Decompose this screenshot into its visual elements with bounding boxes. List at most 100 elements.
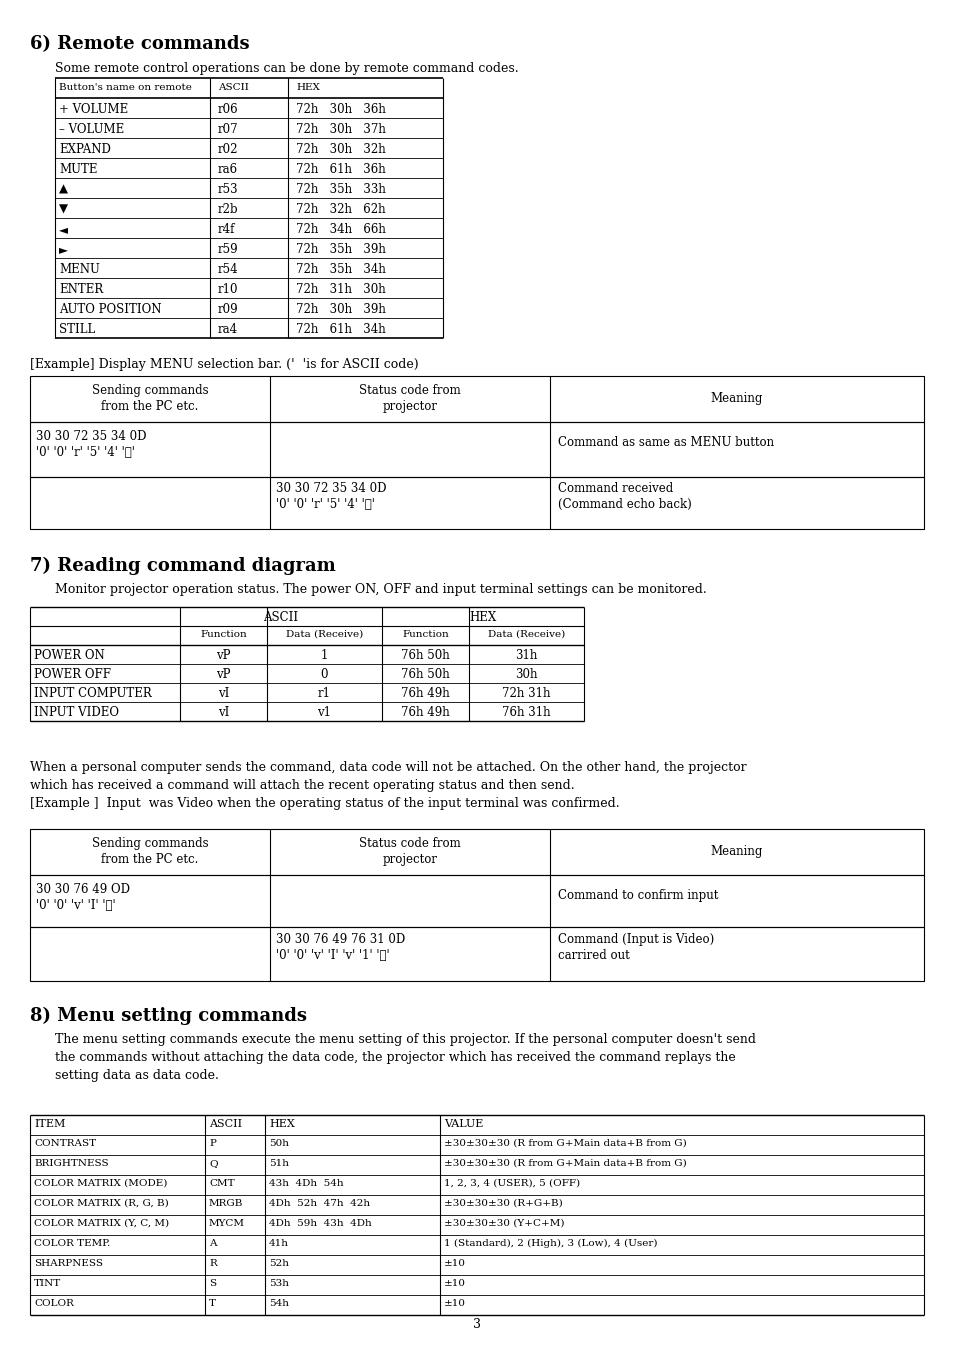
Text: – VOLUME: – VOLUME: [59, 123, 124, 136]
Text: 41h: 41h: [269, 1239, 289, 1248]
Text: 1, 2, 3, 4 (USER), 5 (OFF): 1, 2, 3, 4 (USER), 5 (OFF): [443, 1179, 579, 1188]
Text: MUTE: MUTE: [59, 163, 97, 176]
Text: 72h 31h: 72h 31h: [501, 688, 550, 700]
Text: POWER ON: POWER ON: [34, 648, 105, 662]
Text: SHARPNESS: SHARPNESS: [34, 1259, 103, 1269]
Text: MENU: MENU: [59, 263, 100, 276]
Text: STILL: STILL: [59, 323, 95, 336]
Text: Q: Q: [209, 1159, 217, 1169]
Text: CONTRAST: CONTRAST: [34, 1139, 96, 1148]
Text: vI: vI: [217, 688, 229, 700]
Text: INPUT VIDEO: INPUT VIDEO: [34, 707, 119, 719]
Text: ra6: ra6: [218, 163, 238, 176]
Text: r09: r09: [218, 303, 238, 316]
Text: 53h: 53h: [269, 1279, 289, 1288]
Text: '0' '0' 'r' '5' '4' '⏎': '0' '0' 'r' '5' '4' '⏎': [36, 446, 134, 459]
Text: 72h   34h   66h: 72h 34h 66h: [295, 223, 385, 236]
Text: + VOLUME: + VOLUME: [59, 103, 128, 116]
Text: 31h: 31h: [515, 648, 537, 662]
Text: [Example ]  Input  was Video when the operating status of the input terminal was: [Example ] Input was Video when the oper…: [30, 797, 619, 811]
Text: 72h   35h   34h: 72h 35h 34h: [295, 263, 385, 276]
Text: Data (Receive): Data (Receive): [487, 630, 564, 639]
Bar: [30, 376, 923, 422]
Text: from the PC etc.: from the PC etc.: [101, 400, 198, 413]
Text: 76h 50h: 76h 50h: [400, 667, 450, 681]
Text: r54: r54: [218, 263, 238, 276]
Text: Data (Receive): Data (Receive): [286, 630, 363, 639]
Bar: [30, 830, 923, 875]
Text: 30h: 30h: [515, 667, 537, 681]
Text: Function: Function: [402, 630, 449, 639]
Text: 76h 49h: 76h 49h: [400, 707, 450, 719]
Text: ASCII: ASCII: [263, 611, 298, 624]
Text: MYCM: MYCM: [209, 1219, 245, 1228]
Text: 50h: 50h: [269, 1139, 289, 1148]
Text: ±30±30±30 (R from G+Main data+B from G): ±30±30±30 (R from G+Main data+B from G): [443, 1139, 686, 1148]
Text: 30 30 72 35 34 0D: 30 30 72 35 34 0D: [275, 482, 386, 494]
Text: which has received a command will attach the recent operating status and then se: which has received a command will attach…: [30, 780, 574, 792]
Text: Status code from: Status code from: [358, 384, 460, 397]
Text: Monitor projector operation status. The power ON, OFF and input terminal setting: Monitor projector operation status. The …: [55, 584, 706, 596]
Text: COLOR MATRIX (MODE): COLOR MATRIX (MODE): [34, 1179, 167, 1188]
Text: carrired out: carrired out: [558, 948, 629, 962]
Text: ◄: ◄: [59, 223, 68, 236]
Text: Function: Function: [200, 630, 247, 639]
Text: 1 (Standard), 2 (High), 3 (Low), 4 (User): 1 (Standard), 2 (High), 3 (Low), 4 (User…: [443, 1239, 657, 1248]
Text: T: T: [209, 1300, 215, 1308]
Text: (Command echo back): (Command echo back): [558, 499, 691, 511]
Text: 76h 31h: 76h 31h: [501, 707, 550, 719]
Text: HEX: HEX: [295, 82, 319, 92]
Text: AUTO POSITION: AUTO POSITION: [59, 303, 161, 316]
Text: Status code from: Status code from: [358, 838, 460, 850]
Text: ra4: ra4: [218, 323, 238, 336]
Bar: [30, 875, 923, 927]
Text: 30 30 76 49 OD: 30 30 76 49 OD: [36, 884, 130, 896]
Text: ±30±30±30 (Y+C+M): ±30±30±30 (Y+C+M): [443, 1219, 564, 1228]
Text: 72h   30h   36h: 72h 30h 36h: [295, 103, 385, 116]
Text: r07: r07: [218, 123, 238, 136]
Text: COLOR MATRIX (R, G, B): COLOR MATRIX (R, G, B): [34, 1198, 169, 1208]
Text: projector: projector: [382, 852, 437, 866]
Text: Some remote control operations can be done by remote command codes.: Some remote control operations can be do…: [55, 62, 518, 76]
Text: projector: projector: [382, 400, 437, 413]
Text: POWER OFF: POWER OFF: [34, 667, 111, 681]
Text: r10: r10: [218, 282, 238, 296]
Text: EXPAND: EXPAND: [59, 143, 111, 155]
Text: A: A: [209, 1239, 216, 1248]
Text: 51h: 51h: [269, 1159, 289, 1169]
Text: r59: r59: [218, 243, 238, 255]
Text: 30 30 76 49 76 31 0D: 30 30 76 49 76 31 0D: [275, 934, 405, 946]
Text: ASCII: ASCII: [209, 1119, 242, 1129]
Text: 54h: 54h: [269, 1300, 289, 1308]
Text: COLOR: COLOR: [34, 1300, 73, 1308]
Text: Command received: Command received: [558, 482, 673, 494]
Bar: [30, 422, 923, 477]
Text: ±30±30±30 (R from G+Main data+B from G): ±30±30±30 (R from G+Main data+B from G): [443, 1159, 686, 1169]
Text: COLOR TEMP.: COLOR TEMP.: [34, 1239, 111, 1248]
Text: 4Dh  52h  47h  42h: 4Dh 52h 47h 42h: [269, 1198, 370, 1208]
Text: CMT: CMT: [209, 1179, 234, 1188]
Text: 0: 0: [320, 667, 328, 681]
Text: 72h   35h   39h: 72h 35h 39h: [295, 243, 385, 255]
Text: r02: r02: [218, 143, 238, 155]
Text: r2b: r2b: [218, 203, 238, 216]
Text: S: S: [209, 1279, 216, 1288]
Text: INPUT COMPUTER: INPUT COMPUTER: [34, 688, 152, 700]
Text: vP: vP: [216, 648, 231, 662]
Text: ►: ►: [59, 243, 68, 255]
Text: ±30±30±30 (R+G+B): ±30±30±30 (R+G+B): [443, 1198, 562, 1208]
Text: 52h: 52h: [269, 1259, 289, 1269]
Text: ENTER: ENTER: [59, 282, 103, 296]
Text: The menu setting commands execute the menu setting of this projector. If the per: The menu setting commands execute the me…: [55, 1034, 755, 1046]
Text: VALUE: VALUE: [443, 1119, 483, 1129]
Text: 3: 3: [473, 1319, 480, 1331]
Text: 7) Reading command diagram: 7) Reading command diagram: [30, 557, 335, 576]
Text: P: P: [209, 1139, 215, 1148]
Text: r53: r53: [218, 182, 238, 196]
Text: r06: r06: [218, 103, 238, 116]
Text: 76h 49h: 76h 49h: [400, 688, 450, 700]
Text: '0' '0' 'r' '5' '4' '⏎': '0' '0' 'r' '5' '4' '⏎': [275, 499, 375, 511]
Text: 76h 50h: 76h 50h: [400, 648, 450, 662]
Text: '0' '0' 'v' 'I' '⏎': '0' '0' 'v' 'I' '⏎': [36, 898, 115, 912]
Text: Meaning: Meaning: [710, 392, 762, 405]
